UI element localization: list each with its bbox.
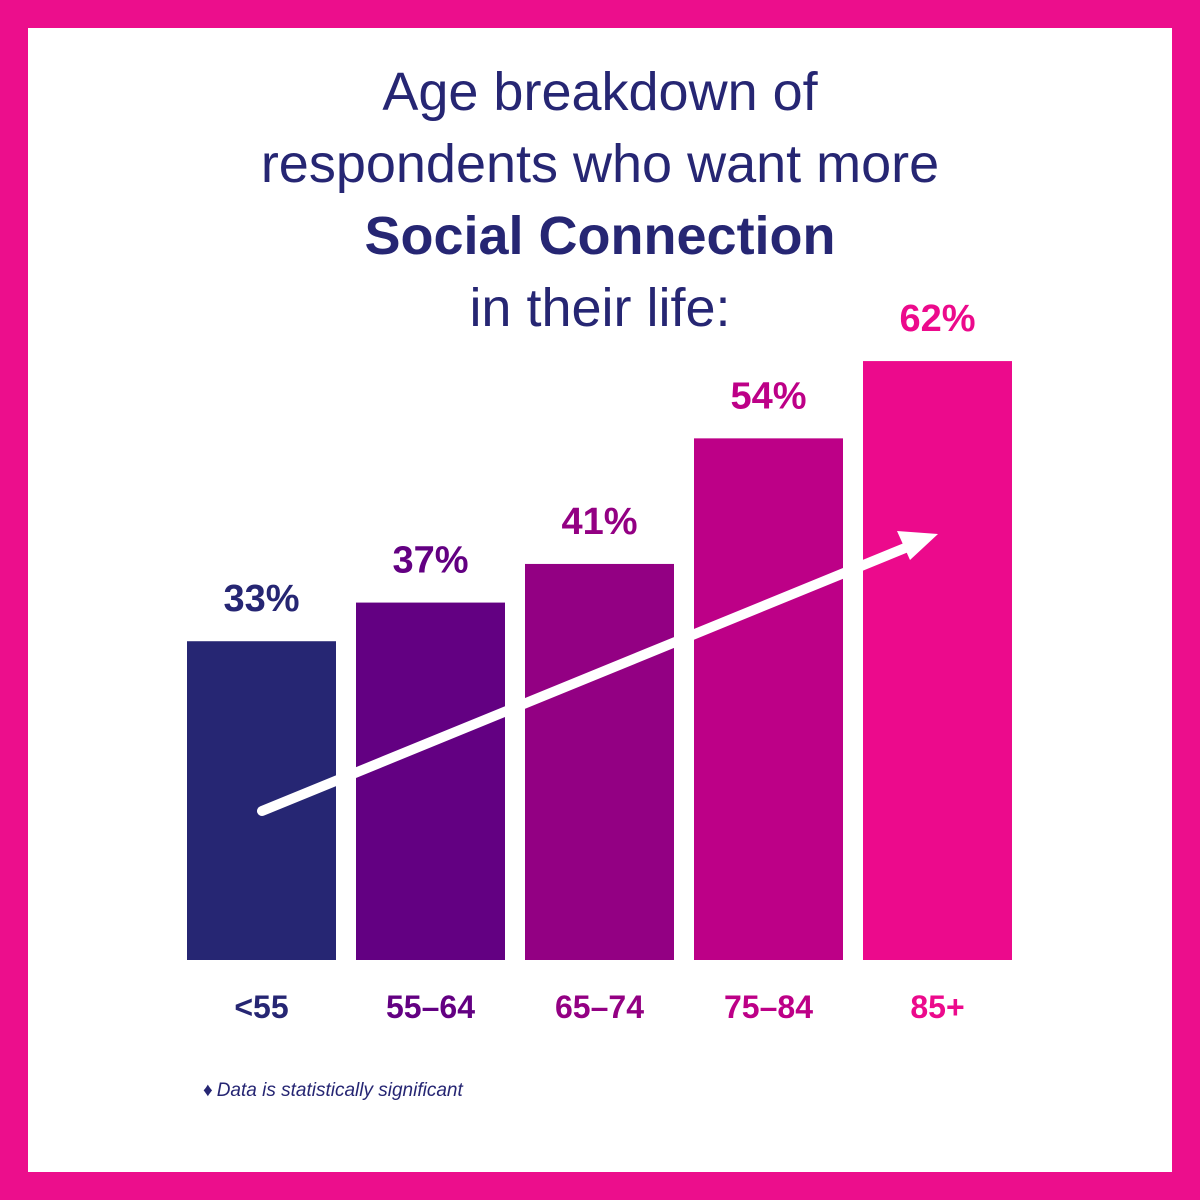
value-label-0: 33% [223, 578, 299, 620]
category-label-1: 55–64 [386, 989, 475, 1025]
value-label-group: 33% 37% 41% 54% 62% [223, 298, 975, 620]
bar-4 [863, 361, 1012, 961]
category-label-0: <55 [234, 989, 288, 1025]
bar-2 [525, 563, 674, 960]
diamond-icon: ♦ [203, 1080, 213, 1101]
title-line-3: Social Connection [364, 206, 836, 266]
footnote: ♦ Data is statistically significant [203, 1080, 463, 1102]
bar-group [187, 361, 1012, 961]
footnote-text: Data is statistically significant [216, 1080, 463, 1101]
chart-title: Age breakdown of respondents who want mo… [0, 56, 1200, 344]
category-label-3: 75–84 [724, 989, 813, 1025]
category-label-4: 85+ [910, 989, 964, 1025]
title-line-1: Age breakdown of [382, 62, 818, 122]
title-line-2: respondents who want more [260, 134, 940, 194]
title-line-4: in their life: [469, 278, 731, 338]
trend-arrow-line [257, 541, 915, 816]
bar-1 [356, 602, 505, 960]
bar-3 [694, 438, 843, 960]
value-label-1: 37% [392, 540, 468, 582]
value-label-4: 62% [899, 298, 975, 340]
category-label-2: 65–74 [555, 989, 644, 1025]
category-label-group: <55 55–64 65–74 75–84 85+ [234, 989, 964, 1025]
value-label-2: 41% [561, 501, 637, 543]
value-label-3: 54% [730, 375, 806, 417]
trend-arrow-head [897, 531, 938, 560]
bar-0 [187, 641, 336, 960]
trend-arrow [257, 531, 938, 816]
